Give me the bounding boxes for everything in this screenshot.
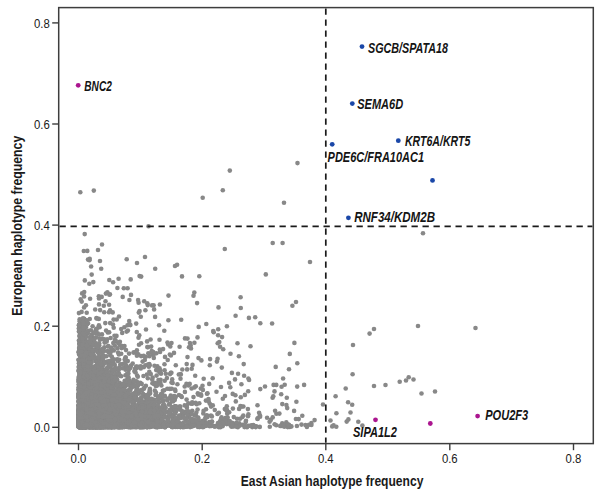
svg-text:0.4: 0.4 (318, 452, 334, 466)
svg-text:PDE6C/FRA10AC1: PDE6C/FRA10AC1 (328, 149, 424, 165)
svg-text:SGCB/SPATA18: SGCB/SPATA18 (368, 40, 448, 56)
svg-text:0.4: 0.4 (34, 219, 50, 233)
svg-text:BNC2: BNC2 (84, 78, 112, 94)
svg-text:0.8: 0.8 (34, 17, 50, 31)
svg-text:0.8: 0.8 (566, 452, 582, 466)
svg-text:0.6: 0.6 (442, 452, 458, 466)
svg-text:POU2F3: POU2F3 (485, 407, 528, 423)
svg-text:0.2: 0.2 (34, 320, 50, 334)
svg-text:0.6: 0.6 (34, 118, 50, 132)
svg-text:0.0: 0.0 (71, 452, 87, 466)
svg-text:SEMA6D: SEMA6D (357, 96, 403, 112)
svg-text:European haplotype frequency: European haplotype frequency (9, 136, 25, 316)
svg-text:RNF34/KDM2B: RNF34/KDM2B (354, 209, 435, 225)
svg-text:East Asian haplotype frequency: East Asian haplotype frequency (241, 473, 424, 489)
svg-text:0.0: 0.0 (34, 421, 50, 435)
svg-text:0.2: 0.2 (194, 452, 210, 466)
svg-text:SIPA1L2: SIPA1L2 (353, 424, 397, 440)
svg-text:KRT6A/KRT5: KRT6A/KRT5 (405, 133, 471, 149)
